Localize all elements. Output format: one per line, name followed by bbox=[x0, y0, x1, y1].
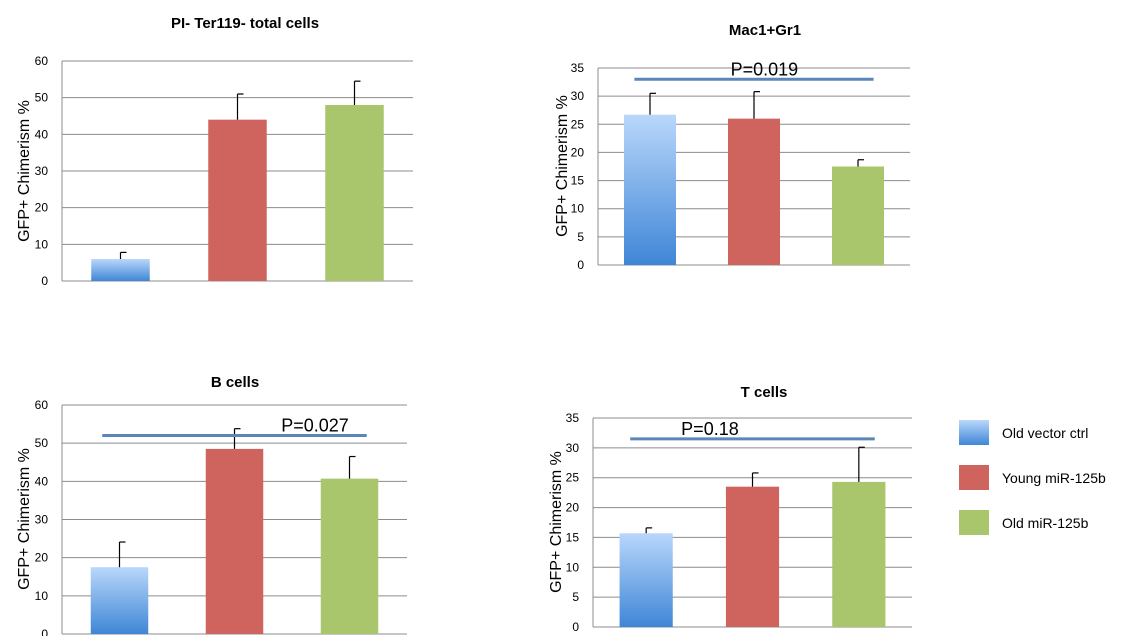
y-tick-label: 10 bbox=[571, 202, 585, 216]
y-tick-label: 25 bbox=[571, 117, 585, 131]
y-tick-label: 0 bbox=[41, 274, 48, 288]
y-tick-label: 0 bbox=[577, 258, 584, 272]
y-tick-label: 25 bbox=[566, 471, 580, 485]
y-tick-label: 40 bbox=[35, 474, 49, 488]
bar-young-mir-125b bbox=[728, 118, 780, 266]
p-value-label: P=0.019 bbox=[731, 59, 799, 79]
bar-young-mir-125b bbox=[208, 119, 267, 282]
y-tick-label: 30 bbox=[571, 89, 585, 103]
bar-old-vector-ctrl bbox=[91, 259, 150, 281]
legend: Old vector ctrl Young miR-125b Old miR-1… bbox=[959, 420, 1106, 535]
p-value-label: P=0.027 bbox=[281, 416, 349, 436]
y-tick-label: 10 bbox=[35, 237, 49, 251]
y-tick-label: 30 bbox=[566, 441, 580, 455]
y-axis-label: GFP+ Chimerism % bbox=[554, 95, 571, 237]
y-tick-label: 15 bbox=[566, 530, 580, 544]
y-tick-label: 20 bbox=[35, 551, 49, 565]
y-axis-label: GFP+ Chimerism % bbox=[16, 448, 33, 590]
y-tick-label: 60 bbox=[35, 398, 49, 412]
chart-title: B cells bbox=[211, 374, 259, 391]
legend-swatch-old-mir-125b bbox=[959, 510, 989, 535]
bar-old-vector-ctrl bbox=[624, 114, 676, 266]
p-value-label: P=0.18 bbox=[681, 419, 739, 439]
chart-3: B cells GFP+ Chimerism % 0 10 20 30 40 50 60 P=0.… bbox=[16, 374, 407, 636]
legend-label-old-mir-125b: Old miR-125b bbox=[1002, 515, 1089, 531]
bar-old-mir-125b bbox=[325, 105, 384, 281]
legend-swatch-young-mir-125b bbox=[959, 465, 989, 490]
y-tick-label: 10 bbox=[35, 589, 49, 603]
chart-title: Mac1+Gr1 bbox=[729, 22, 801, 39]
y-tick-label: 50 bbox=[35, 91, 49, 105]
y-tick-label: 20 bbox=[571, 145, 585, 159]
bar-old-mir-125b bbox=[320, 478, 379, 634]
bar-old-vector-ctrl bbox=[90, 567, 149, 634]
y-tick-label: 40 bbox=[35, 127, 49, 141]
y-tick-label: 60 bbox=[35, 54, 49, 68]
chart-title: T cells bbox=[741, 384, 788, 401]
y-tick-label: 10 bbox=[566, 560, 580, 574]
chart-4: T cells GFP+ Chimerism % 0 5 10 15 20 25 30 35 P=0… bbox=[548, 384, 912, 634]
y-tick-label: 20 bbox=[35, 201, 49, 215]
chart-2: Mac1+Gr1 GFP+ Chimerism % 0 5 10 15 20 25 30 35 P=… bbox=[554, 22, 910, 272]
legend-swatch-old-vector-ctrl bbox=[959, 420, 989, 445]
bar-young-mir-125b bbox=[205, 448, 264, 634]
y-tick-label: 30 bbox=[35, 513, 49, 527]
y-tick-label: 30 bbox=[35, 164, 49, 178]
chart-title: PI- Ter119- total cells bbox=[171, 15, 319, 32]
legend-label-young-mir-125b: Young miR-125b bbox=[1002, 470, 1106, 486]
bar-old-vector-ctrl bbox=[619, 533, 673, 627]
chart-1: PI- Ter119- total cells GFP+ Chimerism % 0… bbox=[16, 15, 413, 288]
bar-old-mir-125b bbox=[832, 166, 884, 265]
y-tick-label: 0 bbox=[572, 620, 579, 634]
y-tick-label: 5 bbox=[572, 590, 579, 604]
legend-label-old-vector-ctrl: Old vector ctrl bbox=[1002, 425, 1088, 441]
bar-young-mir-125b bbox=[725, 486, 780, 627]
bar-old-mir-125b bbox=[832, 481, 886, 627]
y-tick-label: 5 bbox=[577, 230, 584, 244]
y-tick-label: 50 bbox=[35, 436, 49, 450]
y-tick-label: 35 bbox=[566, 411, 580, 425]
y-tick-label: 35 bbox=[571, 61, 585, 75]
y-tick-label: 15 bbox=[571, 174, 585, 188]
y-tick-label: 20 bbox=[566, 501, 580, 515]
y-axis-label: GFP+ Chimerism % bbox=[16, 100, 33, 242]
y-axis-label: GFP+ Chimerism % bbox=[548, 451, 565, 593]
y-tick-label: 0 bbox=[41, 627, 48, 636]
